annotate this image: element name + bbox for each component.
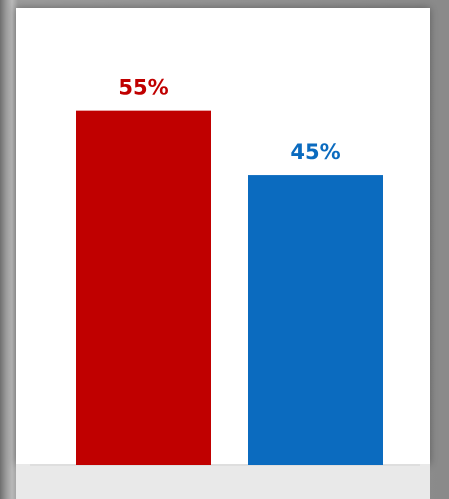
- bar-value-label-0: 55%: [118, 76, 168, 100]
- bar-1: [248, 175, 383, 466]
- bar-value-label-1: 45%: [290, 140, 340, 164]
- bar-0: [76, 110, 211, 466]
- panel-footer: [16, 464, 430, 499]
